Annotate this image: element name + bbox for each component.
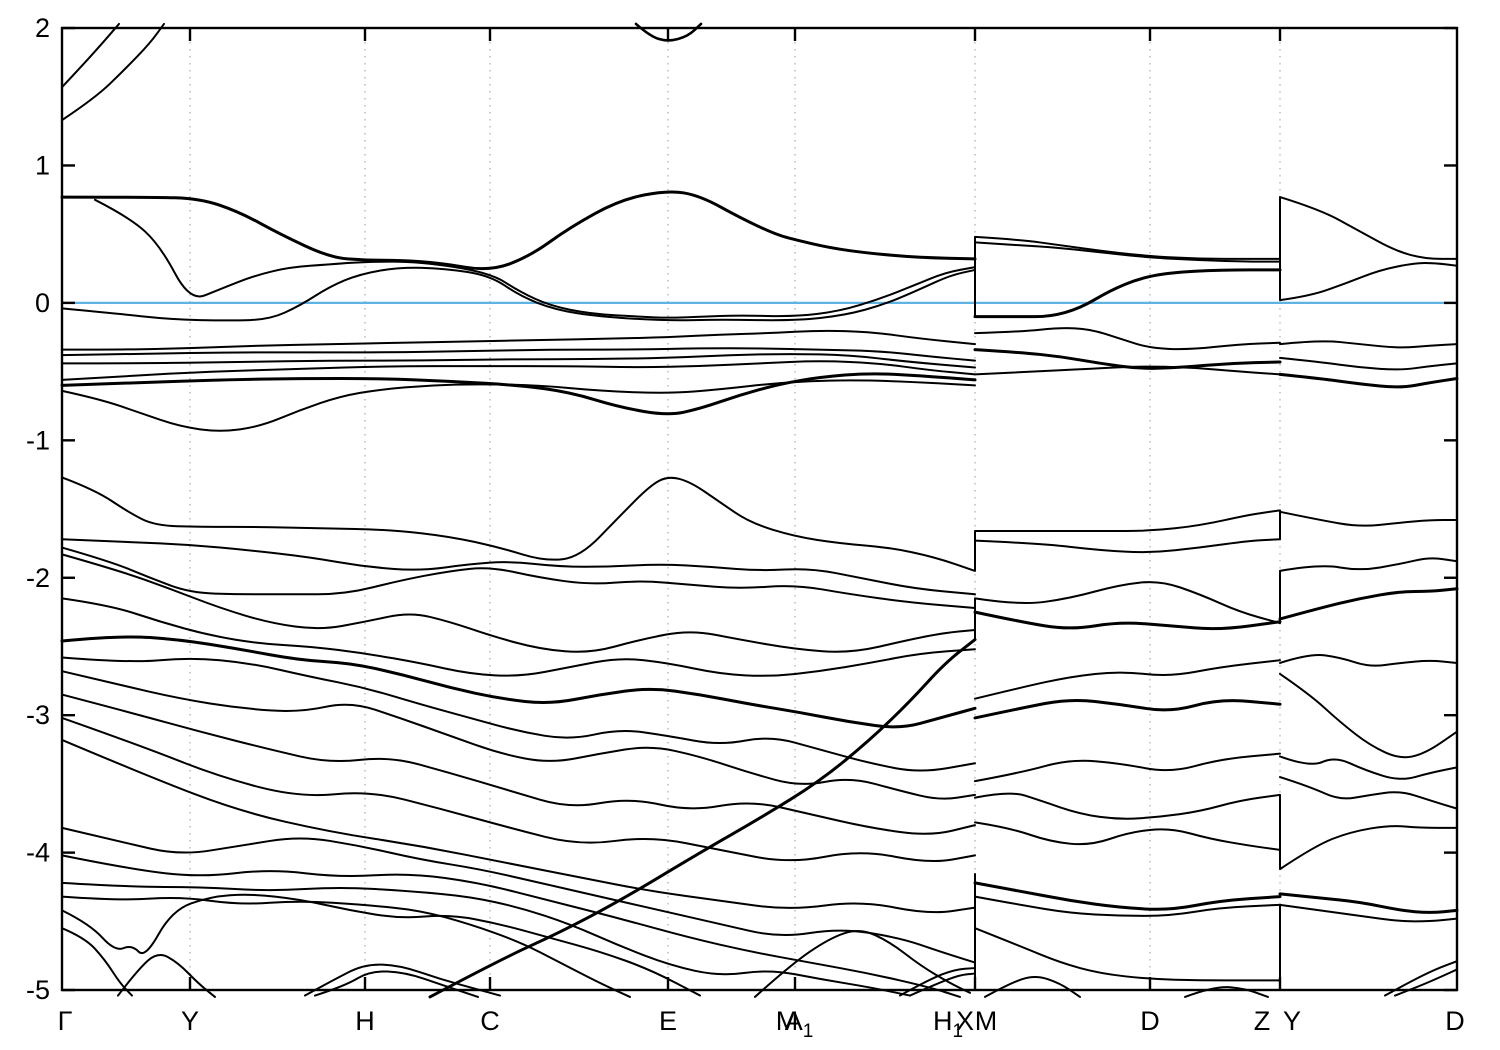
x-axis-label: Y [1283, 1006, 1301, 1036]
band-curve-val-6 [60, 635, 977, 729]
band-curve-val-flat-l1 [61, 881, 911, 997]
x-axis-label: D [1445, 1006, 1465, 1036]
band-curve-val-4 [61, 553, 976, 653]
band-curve-cb-steep-1 [61, 22, 120, 89]
y-axis-tick-label: -3 [26, 700, 50, 730]
y-axis-tick-label: -2 [26, 563, 50, 593]
band-curve-p3-val-4 [1279, 654, 1458, 667]
band-curve-p2-val-2 [974, 538, 1281, 554]
band-curve-val-flat-l2 [61, 895, 631, 998]
band-curve-p3-vb-3 [1278, 372, 1459, 389]
x-axis-label: X [956, 1006, 974, 1036]
band-curve-val-3-flatY [61, 546, 976, 609]
band-curve-p2-val-11 [974, 895, 1281, 917]
band-curve-p2-val-1 [974, 509, 1281, 533]
band-curve-val-11 [61, 738, 976, 914]
band-curve-p3-vb-1 [1279, 340, 1458, 349]
band-curve-p3-val-3 [1278, 587, 1459, 621]
band-curve-p2-val-3 [974, 581, 1281, 625]
band-curve-cb-main [60, 190, 977, 271]
band-curve-val-9 [61, 693, 976, 835]
band-curve-val-8 [61, 670, 976, 800]
band-curve-p3-val-desc [1279, 672, 1458, 759]
x-axis-label: A1 [785, 1006, 814, 1042]
band-curve-p3-val-7 [1278, 892, 1459, 914]
band-curve-vb-d [61, 360, 976, 381]
y-axis-tick-label: -1 [26, 425, 50, 455]
x-axis-label: Γ [58, 1006, 73, 1036]
band-curve-p2-cb-1 [974, 235, 1281, 260]
band-curve-val-5 [61, 597, 976, 677]
band-curve-val-bottom-dome-a [304, 963, 501, 997]
band-curve-val-2 [61, 538, 976, 596]
band-curve-p2-bottom-a [984, 975, 1081, 998]
band-curve-p3-val-1 [1279, 510, 1458, 527]
x-axis-label: C [480, 1006, 500, 1036]
band-curve-p3-cb-2 [1279, 262, 1458, 302]
band-curve-p3-val-5 [1279, 755, 1458, 780]
y-axis-tick-label: 1 [35, 150, 50, 180]
x-axis-label: Y [181, 1006, 199, 1036]
band-curve-p2-val-7 [974, 752, 1281, 783]
y-axis-tick-label: -4 [26, 838, 50, 868]
band-curve-p3-vb-2 [1279, 356, 1458, 371]
band-curve-val-hourglass-a [61, 927, 133, 997]
y-axis-tick-label: -5 [26, 975, 50, 1005]
band-curve-p2-cb-2 [974, 241, 1281, 263]
x-axis-label: M [776, 1006, 799, 1036]
y-axis-tick-label: 2 [35, 13, 50, 43]
band-curve-p2-bottom-b [1184, 986, 1269, 998]
band-curve-val-7 [61, 656, 976, 772]
band-curve-val-desc-1 [61, 826, 976, 964]
band-curve-p2-vb-3 [974, 365, 1281, 376]
band-curve-val-10 [61, 716, 976, 863]
band-curve-p2-val-10 [973, 881, 1282, 911]
band-curve-cb-near-fermi [61, 266, 976, 322]
band-curve-vb-a [61, 329, 976, 351]
band-curve-p2-vb-1 [974, 327, 1281, 351]
x-axis-label: H [355, 1006, 375, 1036]
band-curve-cb-dome-top-E [634, 22, 703, 42]
band-curve-val-hourglass-b [117, 953, 216, 998]
x-axis-label: D [1140, 1006, 1160, 1036]
band-curve-vb-c [61, 353, 976, 369]
band-curve-p3-bottom-a [1384, 960, 1458, 997]
band-curve-cb-cross-Y [94, 198, 976, 319]
x-axis-label: H1 [933, 1006, 963, 1042]
band-curve-p2-val-6 [973, 698, 1282, 720]
band-curve-vb-left-dip [61, 379, 976, 432]
band-curve-p2-val-4 [973, 610, 1282, 631]
band-curve-p3-val-8 [1279, 903, 1458, 923]
x-axis-label: M [975, 1006, 998, 1036]
band-curve-val-predome-a [899, 967, 976, 997]
band-curve-p2-val-12 [974, 927, 1281, 982]
band-curve-p3-val-riser [1279, 825, 1458, 871]
band-curve-vb-dip-E [60, 372, 977, 416]
plot-frame [60, 26, 1459, 992]
band-curve-vb-b [61, 347, 976, 362]
x-axis-label: Z [1254, 1006, 1271, 1036]
band-curve-p3-val-2 [1279, 557, 1458, 572]
band-curve-p3-cb-1 [1279, 196, 1458, 260]
x-axis-label: E [659, 1006, 677, 1036]
band-curve-p2-val-9 [974, 821, 1281, 851]
band-curve-val-predome-b [909, 972, 976, 997]
band-curve-p2-vb-2 [973, 348, 1282, 370]
band-curve-val-mid-hump [754, 930, 971, 998]
band-curve-val-dome-E [61, 476, 976, 572]
band-curve-p2-val-5 [974, 659, 1281, 700]
y-axis-tick-label: 0 [35, 288, 50, 318]
band-curve-val-desc-2 [61, 854, 961, 998]
band-curve-val-bottom-dome-b [314, 970, 479, 998]
band-curve-cb-steep-2 [61, 22, 165, 122]
band-curve-val-W-left [61, 893, 701, 997]
band-curve-p2-cb-rise [973, 268, 1282, 319]
band-curve-p2-val-8 [974, 792, 1281, 820]
band-curve-p3-val-6 [1279, 776, 1458, 810]
